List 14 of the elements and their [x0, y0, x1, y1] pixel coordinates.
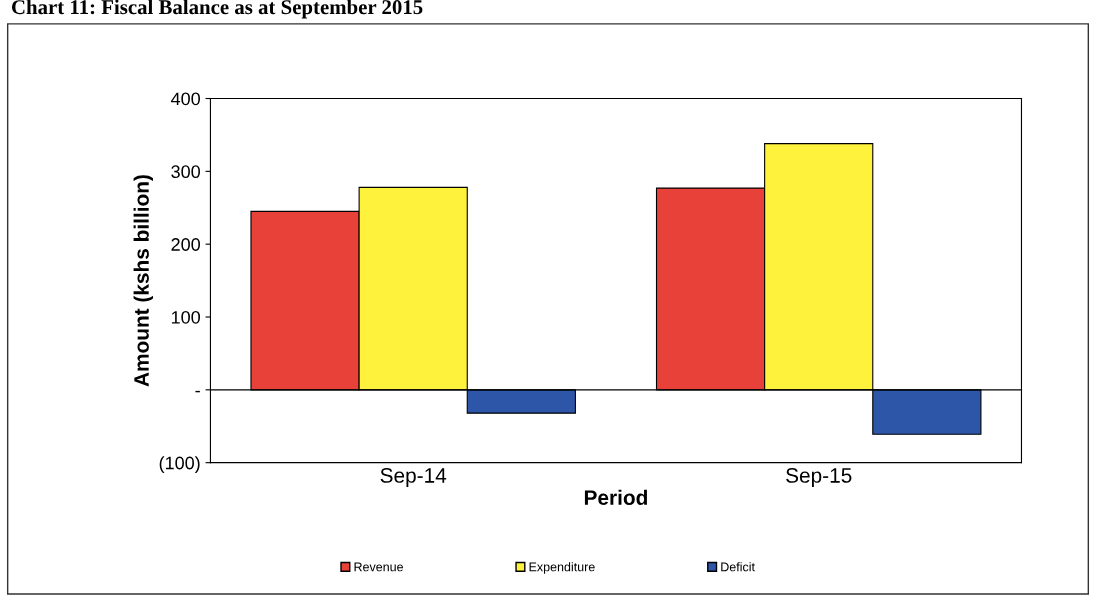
y-tick-label: 400: [171, 92, 201, 106]
legend-label: Deficit: [721, 562, 755, 572]
y-tick-label: 100: [171, 310, 201, 324]
x-tick-label: Sep-15: [786, 468, 852, 487]
y-tick-label: 300: [171, 165, 201, 179]
x-tick-label: Sep-14: [380, 468, 447, 487]
y-tick-label: (100): [159, 456, 200, 473]
y-tick-label: 200: [171, 238, 201, 251]
chart-title: Chart 11: Fiscal Balance as at September 2015: [11, 0, 423, 19]
legend-label: Revenue: [354, 562, 403, 572]
y-tick-label: -: [195, 390, 200, 393]
x-axis-title: Period: [584, 489, 647, 506]
y-axis-title: Amount (kshs billion): [133, 175, 154, 387]
legend-label: Expenditure: [529, 562, 595, 574]
